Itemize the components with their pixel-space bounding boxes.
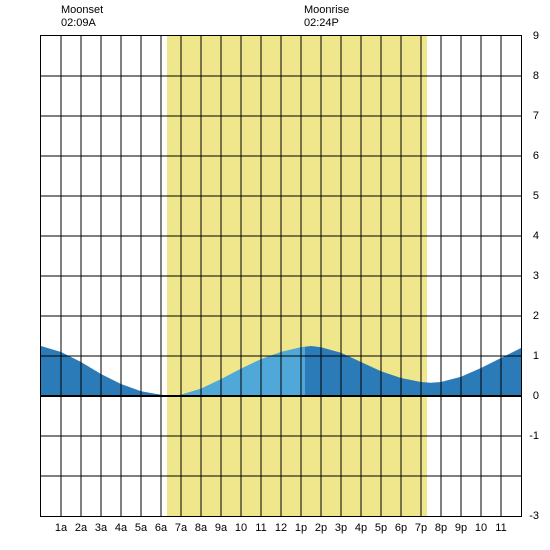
tide-curve bbox=[41, 36, 521, 516]
y-axis-label: 0 bbox=[533, 390, 539, 402]
x-axis-label: 12 bbox=[275, 522, 287, 534]
moonset-annotation: Moonset 02:09A bbox=[61, 4, 103, 30]
x-axis-label: 3a bbox=[95, 522, 107, 534]
y-axis-label: 5 bbox=[533, 190, 539, 202]
x-axis-label: 5p bbox=[375, 522, 387, 534]
x-axis-label: 10 bbox=[235, 522, 247, 534]
x-axis-label: 2a bbox=[75, 522, 87, 534]
plot-area: -3-101234567891a2a3a4a5a6a7a8a9a1011121p… bbox=[40, 35, 522, 517]
y-axis-label: 7 bbox=[533, 110, 539, 122]
y-axis-label: -3 bbox=[529, 510, 539, 522]
x-axis-label: 10 bbox=[475, 522, 487, 534]
x-axis-label: 6a bbox=[155, 522, 167, 534]
y-axis-label: 8 bbox=[533, 70, 539, 82]
x-axis-label: 5a bbox=[135, 522, 147, 534]
x-axis-label: 11 bbox=[255, 522, 266, 534]
x-axis-label: 4p bbox=[355, 522, 367, 534]
x-axis-label: 6p bbox=[395, 522, 407, 534]
x-axis-label: 9p bbox=[455, 522, 467, 534]
y-axis-label: 9 bbox=[533, 30, 539, 42]
y-axis-label: 2 bbox=[533, 310, 539, 322]
x-axis-label: 4a bbox=[115, 522, 127, 534]
x-axis-label: 7p bbox=[415, 522, 427, 534]
x-axis-label: 11 bbox=[495, 522, 506, 534]
x-axis-label: 2p bbox=[315, 522, 327, 534]
x-axis-label: 3p bbox=[335, 522, 347, 534]
x-axis-label: 1a bbox=[55, 522, 67, 534]
moonset-label: Moonset bbox=[61, 4, 103, 17]
x-axis-label: 1p bbox=[295, 522, 307, 534]
x-axis-label: 7a bbox=[175, 522, 187, 534]
x-axis-label: 8p bbox=[435, 522, 447, 534]
y-axis-label: 4 bbox=[533, 230, 539, 242]
y-axis-label: 1 bbox=[533, 350, 539, 362]
moonset-time: 02:09A bbox=[61, 17, 103, 30]
y-axis-label: 6 bbox=[533, 150, 539, 162]
y-axis-label: -1 bbox=[529, 430, 539, 442]
x-axis-label: 8a bbox=[195, 522, 207, 534]
y-axis-label: 3 bbox=[533, 270, 539, 282]
moonrise-time: 02:24P bbox=[304, 17, 349, 30]
moonrise-label: Moonrise bbox=[304, 4, 349, 17]
x-axis-label: 9a bbox=[215, 522, 227, 534]
moonrise-annotation: Moonrise 02:24P bbox=[304, 4, 349, 30]
tide-chart: Moonset 02:09A Moonrise 02:24P -3-101234… bbox=[0, 0, 550, 550]
